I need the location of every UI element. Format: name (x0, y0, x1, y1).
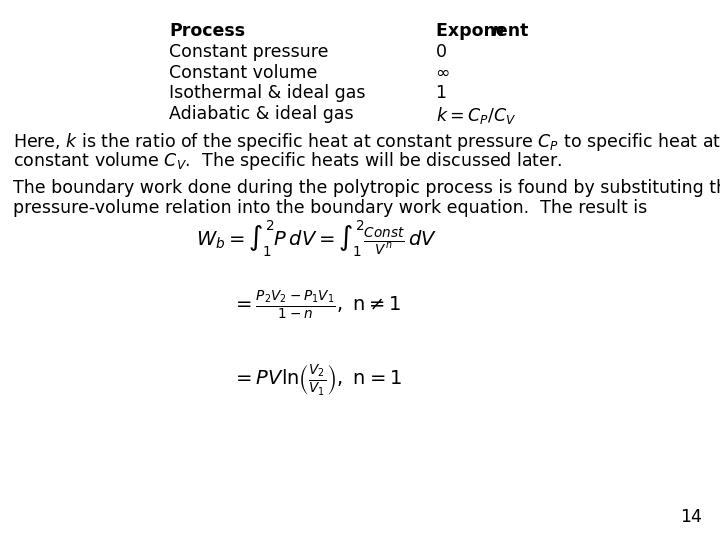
Text: $= \frac{P_2 V_2 - P_1 V_1}{1 - n}, \ \mathrm{n} \neq 1$: $= \frac{P_2 V_2 - P_1 V_1}{1 - n}, \ \m… (232, 289, 402, 321)
Text: The boundary work done during the polytropic process is found by substituting th: The boundary work done during the polytr… (13, 179, 720, 197)
Text: Process: Process (169, 22, 246, 39)
Text: ∞: ∞ (436, 64, 450, 82)
Text: Exponent: Exponent (436, 22, 534, 39)
Text: $k = C_P/C_V$: $k = C_P/C_V$ (436, 105, 516, 126)
Text: 0: 0 (436, 43, 446, 61)
Text: Here, $k$ is the ratio of the specific heat at constant pressure $C_P$ to specif: Here, $k$ is the ratio of the specific h… (13, 131, 720, 153)
Text: Adiabatic & ideal gas: Adiabatic & ideal gas (169, 105, 354, 123)
Text: constant volume $C_V$.  The specific heats will be discussed later.: constant volume $C_V$. The specific heat… (13, 150, 562, 172)
Text: Constant pressure: Constant pressure (169, 43, 329, 61)
Text: pressure-volume relation into the boundary work equation.  The result is: pressure-volume relation into the bounda… (13, 199, 647, 217)
Text: 14: 14 (680, 509, 702, 526)
Text: 1: 1 (436, 84, 446, 102)
Text: Constant volume: Constant volume (169, 64, 318, 82)
Text: n: n (492, 22, 504, 39)
Text: $W_b = \int_1^2 P\,dV = \int_1^2 \frac{\mathit{Const}}{V^n}\,dV$: $W_b = \int_1^2 P\,dV = \int_1^2 \frac{\… (196, 219, 438, 259)
Text: Isothermal & ideal gas: Isothermal & ideal gas (169, 84, 366, 102)
Text: $= PV \ln\!\left(\frac{V_2}{V_1}\right), \ \mathrm{n} = 1$: $= PV \ln\!\left(\frac{V_2}{V_1}\right),… (232, 362, 402, 397)
